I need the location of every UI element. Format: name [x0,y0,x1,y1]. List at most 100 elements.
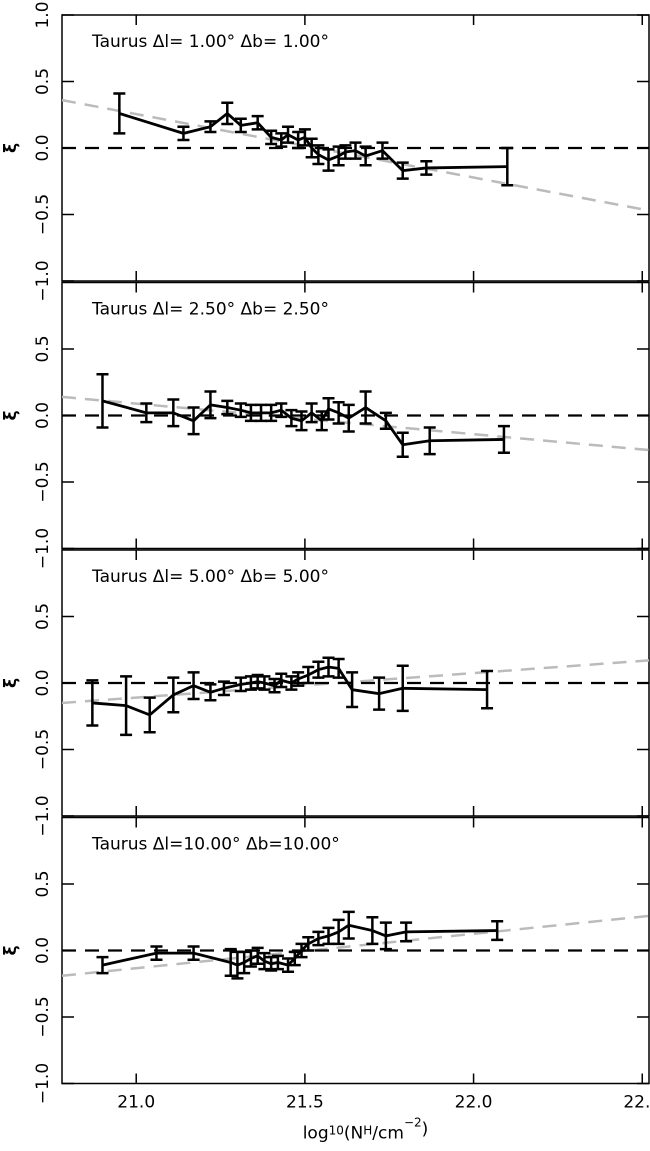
y-tick-label: 0.5 [33,603,53,630]
error-bar [305,402,318,424]
error-bar [332,657,345,679]
error-bar [234,676,247,693]
error-bar [275,402,288,419]
error-bar [140,402,153,424]
error-bar [295,942,308,959]
data-line [92,665,488,717]
error-bar [298,128,311,147]
y-tick-label: −0.5 [33,729,53,770]
y-axis-label: ξ [1,143,21,153]
fit-line [61,914,650,978]
error-bar [312,144,325,166]
error-bar [501,146,514,187]
y-tick-label: 0.5 [33,335,53,362]
x-axis-label-part: 10 [329,1124,344,1138]
error-bar [204,120,217,134]
error-bar [349,141,362,160]
error-bar [204,390,217,420]
y-tick-label: 1.0 [33,1,53,28]
y-tick-label: −1.0 [33,260,53,301]
error-bar [423,426,436,456]
error-bar [400,921,413,943]
x-tick-label: 22.5 [623,1093,650,1113]
error-bar [265,955,278,972]
error-bar [96,373,109,429]
error-bar [167,398,180,428]
error-bar [167,676,180,714]
y-axis-label: ξ [1,678,21,688]
error-bar [275,132,288,148]
error-bar [251,673,264,690]
x-axis-label-part: (N [344,1124,363,1144]
error-bar [322,396,335,421]
fit-line [61,395,650,452]
error-bar [312,660,325,679]
error-bar [86,679,99,727]
error-bar [288,950,301,967]
error-bar [234,402,247,419]
error-bar [497,424,510,454]
error-bar [305,137,318,159]
y-tick-label: −1.0 [33,795,53,836]
x-tick-label: 22.0 [455,1093,493,1113]
error-bar [302,935,315,952]
error-bar [302,665,315,685]
error-bar [234,117,247,134]
error-bar [420,160,433,176]
error-bar [282,125,295,144]
error-bar [251,114,264,131]
error-bar [396,161,409,180]
error-bar [373,676,386,711]
fit-line [61,659,650,705]
y-tick-label: −0.5 [33,996,53,1037]
error-bar [150,945,163,962]
x-axis-label-part: −2 [404,1116,422,1130]
data-line [102,399,504,447]
data-line [118,111,508,173]
error-bar [265,403,278,423]
error-bar [244,949,257,968]
x-axis-label-part: /cm [372,1124,404,1144]
error-bar [379,411,392,431]
error-bar [221,399,234,416]
x-tick-label: 21.5 [286,1093,324,1113]
y-tick-label: −0.5 [33,194,53,235]
error-bar [322,656,335,678]
y-axis-label: ξ [1,410,21,420]
error-bar [379,921,392,951]
y-tick-label: 0.0 [33,402,53,429]
error-bar [285,675,298,691]
error-bar [204,683,217,702]
error-bar [282,957,295,974]
y-tick-label: −1.0 [33,528,53,569]
error-bar [258,675,271,691]
error-bar [265,129,278,146]
panel-title: Taurus Δl= 5.00° Δb= 5.00° [91,567,329,587]
y-tick-label: 0.5 [33,870,53,897]
panel-title: Taurus Δl= 1.00° Δb= 1.00° [91,32,329,52]
error-bar [285,408,298,428]
error-bar [315,410,328,432]
error-bar [238,950,251,975]
error-bar [271,954,284,971]
error-bar [143,696,156,734]
error-bar [244,403,257,423]
error-bar [366,916,379,946]
error-bar [342,910,355,940]
error-bar [396,431,409,458]
y-tick-label: 0.0 [33,134,53,161]
error-bar [342,403,355,433]
error-bar [295,410,308,432]
y-tick-label: 0.0 [33,669,53,696]
error-bar [187,945,200,962]
y-tick-label: −1.0 [33,1063,53,1104]
x-axis-label-part: log [303,1124,329,1144]
error-bar [322,926,335,946]
error-bar [177,125,190,142]
error-bar [339,144,352,160]
x-axis-label-part: H [363,1124,372,1138]
error-bar [376,141,389,160]
y-tick-label: 0.0 [33,937,53,964]
plot-frame [61,816,650,1085]
error-bar [120,675,133,737]
